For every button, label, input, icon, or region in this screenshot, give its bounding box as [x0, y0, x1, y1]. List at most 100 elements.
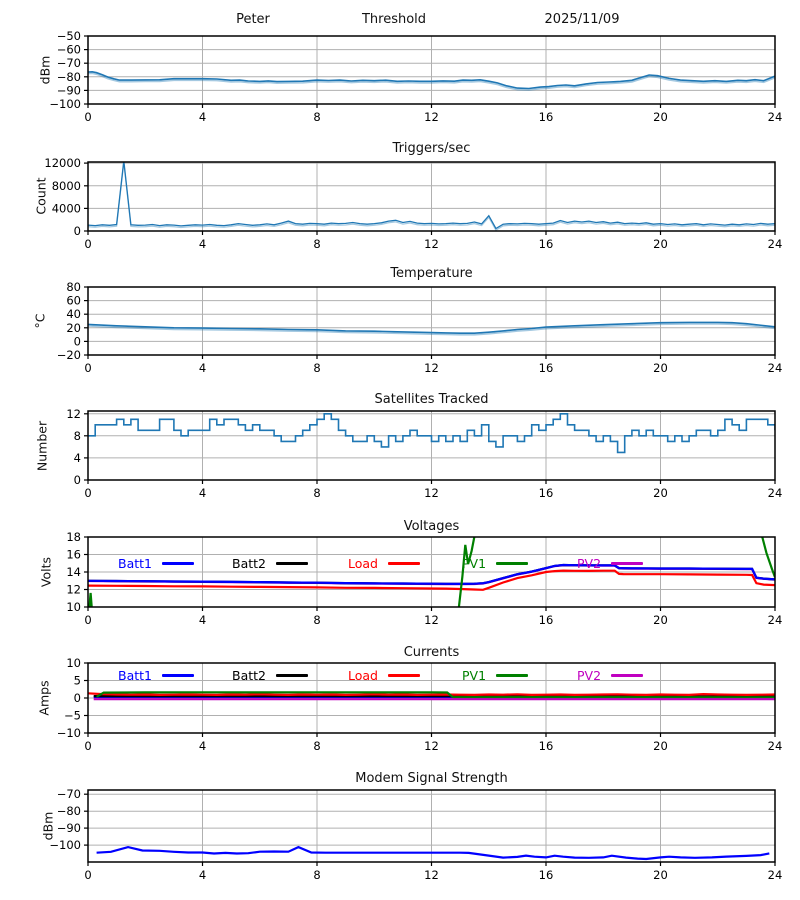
ytick-label: 14	[66, 565, 81, 579]
xtick-label: 12	[424, 361, 439, 375]
chart-title-voltages: Voltages	[403, 519, 460, 534]
ylabel-dbm-1: dBm	[37, 55, 53, 85]
xtick-label: 20	[653, 613, 668, 627]
ytick-label: 12	[66, 407, 81, 421]
xtick-label: 8	[313, 613, 320, 627]
xtick-label: 0	[84, 613, 91, 627]
ytick-label: 20	[66, 321, 81, 335]
ylabel-number: Number	[34, 420, 50, 472]
series-pv1	[96, 691, 775, 699]
xtick-label: 0	[84, 486, 91, 500]
ytick-label: −100	[49, 838, 81, 852]
xtick-label: 16	[539, 739, 554, 753]
xtick-label: 12	[424, 110, 439, 124]
legend-voltages-pv2: PV2	[577, 556, 644, 571]
xtick-label: 12	[424, 868, 439, 882]
legend-label: Batt2	[232, 556, 266, 571]
ytick-label: 4000	[52, 201, 81, 215]
series-temperature	[88, 321, 775, 334]
header-mode: Threshold	[361, 12, 427, 27]
xtick-label: 4	[199, 237, 206, 251]
ytick-label: 16	[66, 548, 81, 562]
series-shadow-triggers	[88, 163, 775, 232]
ytick-label: −80	[57, 804, 81, 818]
ytick-label: 60	[66, 294, 81, 308]
ytick-label: 4	[74, 451, 81, 465]
legend-voltages-pv1: PV1	[462, 556, 529, 571]
ylabel-amps: Amps	[36, 680, 52, 716]
legend-voltages-load: Load	[348, 556, 420, 571]
xtick-label: 4	[199, 739, 206, 753]
xtick-label: 16	[539, 613, 554, 627]
ytick-label: 40	[66, 307, 81, 321]
series-rssi	[96, 845, 770, 861]
xtick-label: 8	[313, 110, 320, 124]
header-station-name: Peter	[236, 12, 270, 27]
chart-title-temperature: Temperature	[390, 266, 473, 281]
xtick-label: 16	[539, 110, 554, 124]
chart-currents: 0 4 8 12 16 20 24 −10 −5 0 5 10	[57, 656, 783, 753]
legend-label: Batt1	[118, 556, 152, 571]
ytick-label: 8000	[52, 179, 81, 193]
series-shadow-signal	[88, 72, 775, 91]
xtick-label: 20	[653, 486, 668, 500]
ytick-label: −70	[57, 787, 81, 801]
ytick-label: 5	[74, 674, 81, 688]
chart-title-satellites: Satellites Tracked	[374, 392, 489, 407]
legend-label: PV2	[577, 556, 602, 571]
ytick-label: −90	[57, 83, 81, 97]
xtick-label: 24	[768, 613, 783, 627]
chart-title-currents: Currents	[403, 645, 460, 660]
xtick-label: 4	[199, 486, 206, 500]
ytick-label: 0	[74, 473, 81, 487]
legend-line-swatch	[611, 562, 644, 565]
xtick-label: 8	[313, 739, 320, 753]
series-pv1	[88, 536, 775, 608]
xtick-label: 20	[653, 110, 668, 124]
ytick-label: 0	[74, 224, 81, 238]
chart-title-modem: Modem Signal Strength	[355, 771, 508, 786]
xtick-label: 24	[768, 110, 783, 124]
xtick-label: 0	[84, 868, 91, 882]
ytick-label: −80	[57, 70, 81, 84]
ytick-label: −100	[49, 97, 81, 111]
legend-currents-pv1: PV1	[462, 668, 529, 683]
ytick-label: −60	[57, 43, 81, 57]
ylabel-volts: Volts	[38, 556, 54, 588]
xtick-label: 24	[768, 739, 783, 753]
legend-label: PV1	[462, 668, 487, 683]
series-shadow-temperature	[88, 323, 775, 336]
chart-signal-threshold: 0 4 8 12 16 20 24 −50−60−70−80−90−100	[49, 29, 782, 124]
xtick-label: 0	[84, 110, 91, 124]
ytick-label: −90	[57, 821, 81, 835]
series-load	[88, 569, 775, 591]
ytick-label: 12000	[44, 156, 81, 170]
legend-currents-load: Load	[348, 668, 420, 683]
legend-label: Load	[348, 556, 378, 571]
xtick-label: 24	[768, 361, 783, 375]
legend-line-swatch	[388, 562, 420, 565]
xtick-label: 16	[539, 486, 554, 500]
xtick-label: 0	[84, 739, 91, 753]
series-load	[88, 692, 775, 697]
xtick-label: 4	[199, 110, 206, 124]
xtick-label: 12	[424, 237, 439, 251]
legend-currents-batt2: Batt2	[232, 668, 308, 683]
xtick-label: 4	[199, 868, 206, 882]
xtick-label: 16	[539, 237, 554, 251]
ytick-label: −20	[57, 348, 81, 362]
legend-line-swatch	[276, 562, 308, 565]
ytick-label: −50	[57, 29, 81, 43]
chart-modem-signal: 0 4 8 12 16 20 24 −70 −80 −90 −100	[49, 787, 782, 882]
legend-label: Batt1	[118, 668, 152, 683]
ytick-label: 18	[66, 530, 81, 544]
chart-triggers: 0 4 8 12 16 20 24 0 4000 8000 12000	[44, 156, 782, 251]
legend-line-swatch	[496, 674, 529, 677]
ytick-label: 12	[66, 583, 81, 597]
ytick-label: 80	[66, 280, 81, 294]
ylabel-celsius: °C	[32, 313, 48, 329]
xtick-label: 20	[653, 868, 668, 882]
